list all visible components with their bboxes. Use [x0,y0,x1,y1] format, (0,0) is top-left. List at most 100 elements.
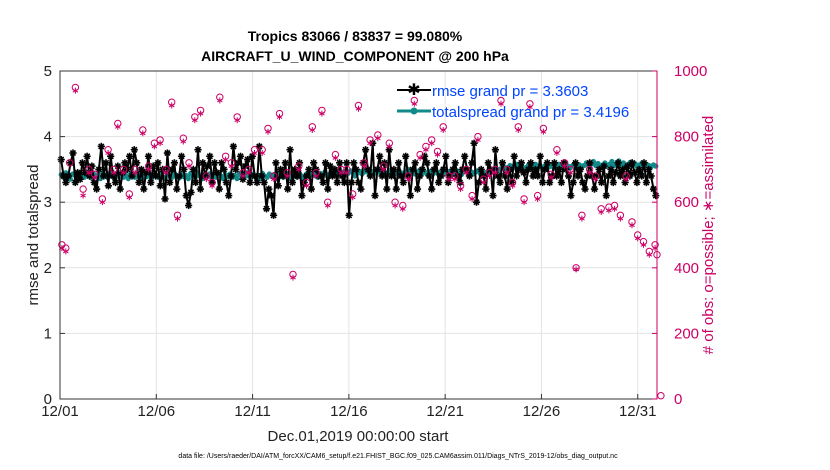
obs-assimilated-point [332,154,339,161]
obs-assimilated-point [349,194,356,201]
left-y-tick-label: 2 [44,260,52,277]
rmse-point [170,159,178,167]
right-y-axis-ticks: 0 200 400 600 800 1000 [652,63,707,408]
rmse-point [522,178,530,187]
rmse-point [267,192,275,200]
rmse-point [76,175,84,183]
x-tick-label: 12/16 [330,403,368,420]
rmse-point [609,178,617,187]
rmse-point [272,159,280,167]
rmse-point [307,185,315,193]
rmse-point [597,178,606,187]
obs-assimilated-point [303,182,310,189]
rmse-point [539,178,547,187]
rmse-point [156,182,164,190]
rmse-point [140,185,148,193]
obs-assimilated-point [392,202,398,209]
rmse-point [619,165,627,173]
obs-assimilated-point [475,136,481,143]
rmse-point [326,162,334,170]
rmse-point [111,178,120,187]
rmse-point [586,159,594,167]
obs-assimilated-point [586,169,593,176]
obs-possible-point [657,392,665,400]
obs-assimilated-point [521,199,527,206]
rmse-point [503,185,511,193]
right-y-tick-label: 1000 [674,63,707,80]
data-file-footnote: data file: /Users/raeder/DAI/ATM_forcXX/… [178,453,618,460]
rmse-point [614,159,622,167]
rmse-point [383,185,391,193]
rmse-series [57,139,660,219]
obs-assimilated-point [216,97,223,104]
rmse-point [425,172,433,180]
spread-point [609,158,615,165]
rmse-point [534,172,542,180]
obs-assimilated-point [295,166,302,173]
rmse-point [465,172,473,180]
rmse-point [251,172,259,180]
right-y-tick-label: 400 [674,260,699,277]
rmse-point [310,159,318,167]
rmse-point [286,146,294,154]
obs-assimilated-point [509,182,516,189]
obs-assimilated-point [86,169,92,176]
rmse-point [555,165,563,173]
rmse-point [635,165,643,173]
x-tick-label: 12/01 [41,403,79,420]
rmse-point [531,165,540,173]
rmse-point [607,165,615,173]
rmse-point [553,172,561,180]
rmse-point [477,165,485,173]
obs-assimilated-point [554,150,560,156]
rmse-point [133,159,141,167]
rmse-point [430,165,438,173]
rmse-point [546,178,554,187]
rmse-point [569,178,577,187]
rmse-point [468,159,476,167]
rmse-point [402,152,410,160]
x-tick-label: 12/31 [619,403,657,420]
obs-assimilated-point [174,215,181,222]
obs-assimilated-point [567,169,574,176]
obs-assimilated-point [428,140,435,147]
obs-assimilated-point [451,176,458,183]
rmse-point [628,159,636,167]
rmse-point [409,165,417,173]
rmse-point [579,178,587,187]
plot-area [60,71,657,399]
rmse-point [576,165,584,173]
obs-assimilated-point [234,117,241,124]
rmse-point [225,192,233,200]
rmse-point [352,165,360,173]
rmse-point [572,159,580,167]
rmse-point [423,159,431,167]
rmse-point [484,159,492,167]
left-y-tick-label: 4 [44,129,52,146]
left-y-tick-label: 1 [44,325,52,342]
spread-point [185,176,191,182]
obs-assimilated-point [180,138,187,145]
obs-assimilated-point [480,179,487,186]
obs-assimilated-point [446,176,452,183]
rmse-point [362,146,370,154]
obs-assimilated-point [313,173,319,179]
rmse-point [116,185,124,193]
rmse-point [126,152,134,160]
rmse-point [213,169,221,177]
obs-assimilated-point [374,135,381,142]
chart-title-line1: Tropics 83066 / 83837 = 99.080% [248,28,463,44]
x-tick-label: 12/26 [523,403,561,420]
obs-assimilated-point [228,163,235,170]
obs-assimilated-point [386,143,393,150]
rmse-point [336,159,344,167]
rmse-point [102,159,110,167]
rmse-point [642,178,650,187]
rmse-point [520,169,528,177]
rmse-point [196,185,204,193]
obs-assimilated-point [440,127,447,133]
obs-assimilated-point [338,169,345,176]
rmse-point [319,178,327,187]
rmse-point [168,165,176,173]
obs-assimilated-point [284,173,291,179]
